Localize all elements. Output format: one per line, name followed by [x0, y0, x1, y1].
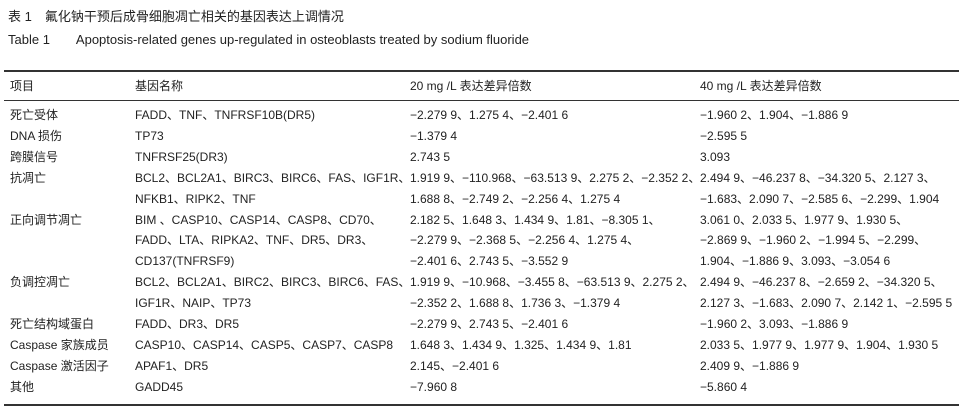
cell-line: NFKB1、RIPK2、TNF [135, 191, 256, 206]
cell-line: 2.033 5、1.977 9、1.977 9、1.904、1.930 5 [700, 337, 939, 352]
cell-line: 2.494 9、−46.237 8、−34.320 5、2.127 3、 [700, 170, 936, 185]
cell-line: CASP10、CASP14、CASP5、CASP7、CASP8 [135, 337, 394, 352]
cell-line: 1.648 3、1.434 9、1.325、1.434 9、1.81 [410, 337, 632, 352]
cell-line: 2.127 3、−1.683、2.090 7、2.142 1、−2.595 5 [700, 296, 953, 311]
cell-line: −1.960 2、3.093、−1.886 9 [700, 317, 849, 331]
cell-line: −2.595 5 [700, 128, 748, 143]
cell-line: IGF1R、NAIP、TP73 [135, 296, 252, 311]
cell-line: CD137(TNFRSF9) [135, 254, 235, 269]
cell-line: FADD、TNF、TNFRSF10B(DR5) [135, 108, 316, 122]
cell-line: APAF1、DR5 [135, 358, 209, 373]
cell-line: TP73 [135, 128, 164, 143]
cell-line: TNFRSF25(DR3) [135, 149, 228, 164]
cell-line: −2.401 6、2.743 5、−3.552 9 [410, 254, 569, 269]
header-cell: 40 mg /L 表达差异倍数 [700, 79, 822, 93]
cell-line: 死亡受体 [10, 108, 59, 122]
top-rule [4, 70, 959, 72]
cell-line: 2.743 5 [410, 149, 451, 164]
cell-line: 1.919 9、−10.968、−3.455 8、−63.513 9、2.275… [410, 275, 695, 290]
cell-line: −7.960 8 [410, 379, 458, 394]
cell-line: 2.409 9、−1.886 9 [700, 358, 800, 373]
cell-line: Caspase 家族成员 [10, 337, 109, 352]
cell-line: 负调控凋亡 [10, 275, 71, 290]
cell-line: GADD45 [135, 379, 184, 394]
cell-line: 抗凋亡 [10, 170, 47, 185]
cell-line: 3.061 0、2.033 5、1.977 9、1.930 5、 [700, 212, 909, 227]
cell-line: BCL2、BCL2A1、BIRC3、BIRC6、FAS、IGF1R、 [135, 170, 411, 185]
cell-line: 跨膜信号 [10, 149, 59, 164]
header-cell: 基因名称 [135, 79, 184, 93]
cell-line: 1.904、−1.886 9、3.093、−3.054 6 [700, 254, 891, 269]
header-cell: 20 mg /L 表达差异倍数 [410, 79, 532, 93]
cell-line: 正向调节凋亡 [10, 212, 83, 227]
cell-line: FADD、DR3、DR5 [135, 317, 240, 331]
cell-line: −5.860 4 [700, 379, 748, 394]
cell-line: 死亡结构域蛋白 [10, 317, 95, 331]
cell-line: −1.379 4 [410, 128, 458, 143]
cell-line: 2.494 9、−46.237 8、−2.659 2、−34.320 5、 [700, 275, 943, 290]
cell-line: −2.869 9、−1.960 2、−1.994 5、−2.299、 [700, 233, 927, 248]
cell-line: BIM 、CASP10、CASP14、CASP8、CD70、 [135, 212, 382, 227]
cell-line: −1.683、2.090 7、−2.585 6、−2.299、1.904 [700, 191, 940, 206]
cell-line: DNA 损伤 [10, 128, 63, 143]
header-cell: 项目 [10, 79, 35, 93]
cell-line: 3.093 [700, 149, 731, 164]
cell-line: −2.279 9、1.275 4、−2.401 6 [410, 108, 569, 122]
cell-line: −2.352 2、1.688 8、1.736 3、−1.379 4 [410, 296, 621, 311]
header-rule [4, 100, 959, 101]
bottom-rule [4, 404, 959, 406]
cell-line: 1.688 8、−2.749 2、−2.256 4、1.275 4 [410, 191, 621, 206]
cell-line: 其他 [10, 379, 35, 394]
cell-line: 2.182 5、1.648 3、1.434 9、1.81、−8.305 1、 [410, 212, 661, 227]
cell-line: 1.919 9、−110.968、−63.513 9、2.275 2、−2.35… [410, 170, 701, 185]
caption-zh: 表 1 氟化钠干预后成骨细胞凋亡相关的基因表达上调情况 [8, 9, 344, 24]
cell-line: −2.279 9、−2.368 5、−2.256 4、1.275 4、 [410, 233, 640, 248]
cell-line: 2.145、−2.401 6 [410, 358, 500, 373]
cell-line: Caspase 激活因子 [10, 358, 109, 373]
cell-line: FADD、LTA、RIPKA2、TNF、DR5、DR3、 [135, 233, 374, 248]
cell-line: −2.279 9、2.743 5、−2.401 6 [410, 317, 569, 331]
caption-en: Table 1 Apoptosis-related genes up-regul… [8, 32, 530, 47]
cell-line: BCL2、BCL2A1、BIRC2、BIRC3、BIRC6、FAS、 [135, 275, 411, 290]
cell-line: −1.960 2、1.904、−1.886 9 [700, 108, 849, 122]
